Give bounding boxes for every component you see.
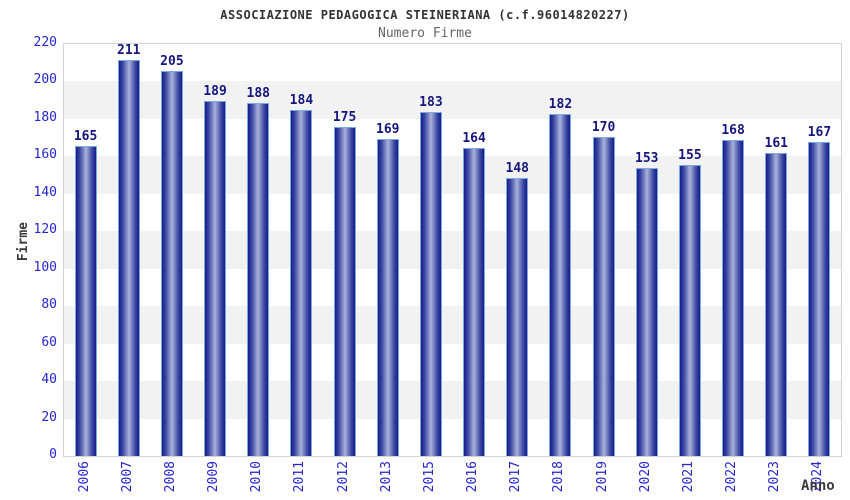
- x-axis-title: Anno: [801, 478, 835, 494]
- y-tick-label: 160: [33, 147, 57, 163]
- bar: [376, 139, 399, 456]
- bar-value-label: 170: [591, 120, 616, 135]
- y-tick-label: 200: [33, 72, 57, 88]
- bar-slot: 205: [150, 44, 193, 456]
- bar-slot: 165: [64, 44, 107, 456]
- y-tick-label: 140: [33, 184, 57, 200]
- y-tick-label: 100: [33, 259, 57, 275]
- x-tick-label: 2019: [594, 461, 610, 493]
- bar-value-label: 184: [289, 93, 314, 108]
- bar: [635, 168, 658, 456]
- grid-band: [64, 418, 841, 456]
- chart-title: ASSOCIAZIONE PEDAGOGICA STEINERIANA (c.f…: [220, 8, 630, 22]
- bar: [463, 148, 486, 456]
- plot-area: 165 211 205 189 188 184 175 169 183 164 148 182 170 1…: [63, 43, 842, 457]
- y-tick-label: 220: [33, 35, 57, 50]
- y-tick-label: 60: [41, 334, 57, 350]
- grid-band: [64, 81, 841, 119]
- bar: [592, 137, 615, 456]
- bar-slot: 167: [798, 44, 841, 456]
- bar: [506, 178, 529, 456]
- bar: [117, 60, 140, 456]
- x-tick-label: 2011: [292, 461, 308, 493]
- bar: [678, 165, 701, 456]
- bar: [765, 153, 788, 456]
- x-tick-label: 2016: [465, 461, 481, 493]
- grid-band: [64, 381, 841, 419]
- x-tick-label: 2013: [378, 461, 394, 493]
- bar-slot: 184: [280, 44, 323, 456]
- x-tick-label: 2021: [680, 461, 696, 493]
- grid-band: [64, 343, 841, 382]
- bar-slot: 155: [668, 44, 711, 456]
- bar-slot: 183: [409, 44, 452, 456]
- bar: [722, 140, 745, 456]
- x-tick-label: 2012: [335, 461, 351, 493]
- bar-value-label: 168: [721, 123, 745, 138]
- bar: [204, 101, 227, 456]
- bar: [160, 71, 183, 456]
- bar-slot: 169: [366, 44, 409, 456]
- x-tick-label: 2006: [76, 461, 92, 493]
- y-tick-label: 120: [33, 222, 57, 238]
- bar: [549, 114, 572, 456]
- bar-slot: 188: [237, 44, 280, 456]
- grid-band: [64, 231, 841, 269]
- bar: [74, 146, 97, 456]
- bar-value-label: 175: [332, 110, 357, 125]
- grid-band: [64, 193, 841, 232]
- bar-value-label: 183: [419, 95, 443, 110]
- chart-subtitle: Numero Firme: [378, 26, 472, 41]
- x-tick-label: 2023: [767, 461, 783, 493]
- grid-band: [64, 306, 841, 344]
- bar-value-label: 155: [678, 148, 702, 163]
- bar: [333, 127, 356, 456]
- grid-band: [64, 268, 841, 307]
- x-tick-label: 2008: [162, 461, 178, 493]
- bar-slot: 170: [582, 44, 625, 456]
- x-tick-label: 2007: [119, 461, 135, 493]
- bar-value-label: 169: [375, 122, 400, 137]
- bar-slot: 175: [323, 44, 366, 456]
- bar-value-label: 211: [116, 43, 141, 58]
- x-tick-label: 2020: [637, 461, 653, 493]
- y-tick-label: 80: [41, 297, 57, 313]
- bar-slot: 189: [194, 44, 237, 456]
- x-tick-label: 2018: [551, 461, 567, 493]
- bar-value-label: 165: [73, 129, 98, 144]
- bar-value-label: 148: [505, 161, 529, 176]
- bar-value-label: 161: [764, 136, 788, 151]
- bar-value-label: 205: [160, 54, 184, 69]
- grid-band: [64, 44, 841, 82]
- x-tick-label: 2015: [421, 461, 437, 493]
- grid-band: [64, 156, 841, 194]
- x-tick-label: 2022: [724, 461, 740, 493]
- y-tick-label: 20: [41, 409, 57, 425]
- y-tick-label: 180: [33, 109, 57, 125]
- y-tick-label: 0: [49, 447, 57, 462]
- bar-slot: 211: [107, 43, 150, 456]
- bar-value-label: 167: [807, 125, 832, 140]
- y-tick-label: 40: [41, 372, 57, 388]
- grid-band: [64, 118, 841, 157]
- x-tick-label: 2010: [249, 461, 265, 493]
- bar-value-label: 182: [548, 97, 573, 112]
- bar-slot: 153: [625, 44, 668, 456]
- bar: [247, 103, 270, 456]
- bar-slot: 161: [755, 44, 798, 456]
- bar-slot: 182: [539, 44, 582, 456]
- x-tick-label: 2017: [508, 461, 524, 493]
- x-tick-label: 2009: [206, 461, 222, 493]
- bar: [419, 112, 442, 456]
- bar: [808, 142, 831, 456]
- bar-value-label: 189: [203, 84, 227, 99]
- bar-slot: 168: [712, 44, 755, 456]
- bar-value-label: 153: [634, 151, 659, 166]
- bar-slot: 164: [453, 44, 496, 456]
- bar: [290, 110, 313, 456]
- bar-value-label: 188: [246, 86, 270, 101]
- bar-value-label: 164: [462, 131, 486, 146]
- bar-slot: 148: [496, 44, 539, 456]
